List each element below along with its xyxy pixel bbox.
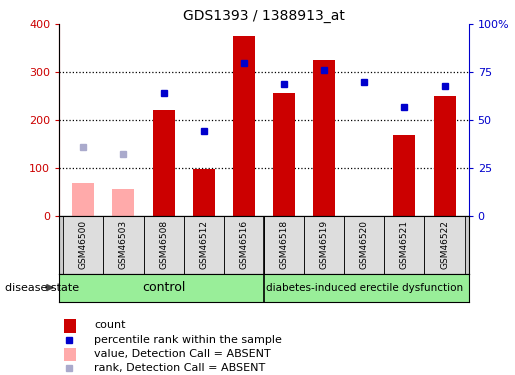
Bar (434, 96, 456, 216)
Bar (393, 135, 416, 216)
Text: GSM46519: GSM46519 (320, 220, 329, 269)
Bar (233, 36, 255, 216)
Bar (152, 110, 175, 216)
Bar (344, 216, 384, 274)
Text: GSM46500: GSM46500 (79, 220, 88, 269)
FancyBboxPatch shape (64, 348, 76, 362)
FancyBboxPatch shape (64, 320, 76, 333)
Text: GSM46518: GSM46518 (280, 220, 288, 269)
Bar (384, 216, 424, 274)
Text: GSM46503: GSM46503 (119, 220, 128, 269)
Bar (193, 169, 215, 216)
Bar (63, 216, 104, 274)
Bar (313, 60, 335, 216)
Bar (72, 183, 94, 216)
Text: GSM46512: GSM46512 (199, 220, 208, 269)
Text: control: control (142, 281, 185, 294)
Text: percentile rank within the sample: percentile rank within the sample (94, 335, 282, 345)
Text: value, Detection Call = ABSENT: value, Detection Call = ABSENT (94, 349, 271, 359)
Bar (184, 216, 224, 274)
Bar (424, 216, 465, 274)
Text: count: count (94, 321, 126, 330)
Bar (264, 216, 304, 274)
Bar (104, 216, 144, 274)
Text: GSM46508: GSM46508 (159, 220, 168, 269)
Bar (224, 216, 264, 274)
Bar (304, 216, 344, 274)
Bar (273, 93, 295, 216)
Bar (144, 216, 184, 274)
Bar (112, 189, 134, 216)
Text: diabetes-induced erectile dysfunction: diabetes-induced erectile dysfunction (266, 283, 463, 293)
Text: GSM46516: GSM46516 (239, 220, 248, 269)
Text: rank, Detection Call = ABSENT: rank, Detection Call = ABSENT (94, 363, 265, 373)
Text: GSM46520: GSM46520 (360, 220, 369, 269)
Text: GSM46521: GSM46521 (400, 220, 409, 269)
Title: GDS1393 / 1388913_at: GDS1393 / 1388913_at (183, 9, 345, 23)
Text: GSM46522: GSM46522 (440, 220, 449, 269)
Text: disease state: disease state (5, 283, 79, 293)
